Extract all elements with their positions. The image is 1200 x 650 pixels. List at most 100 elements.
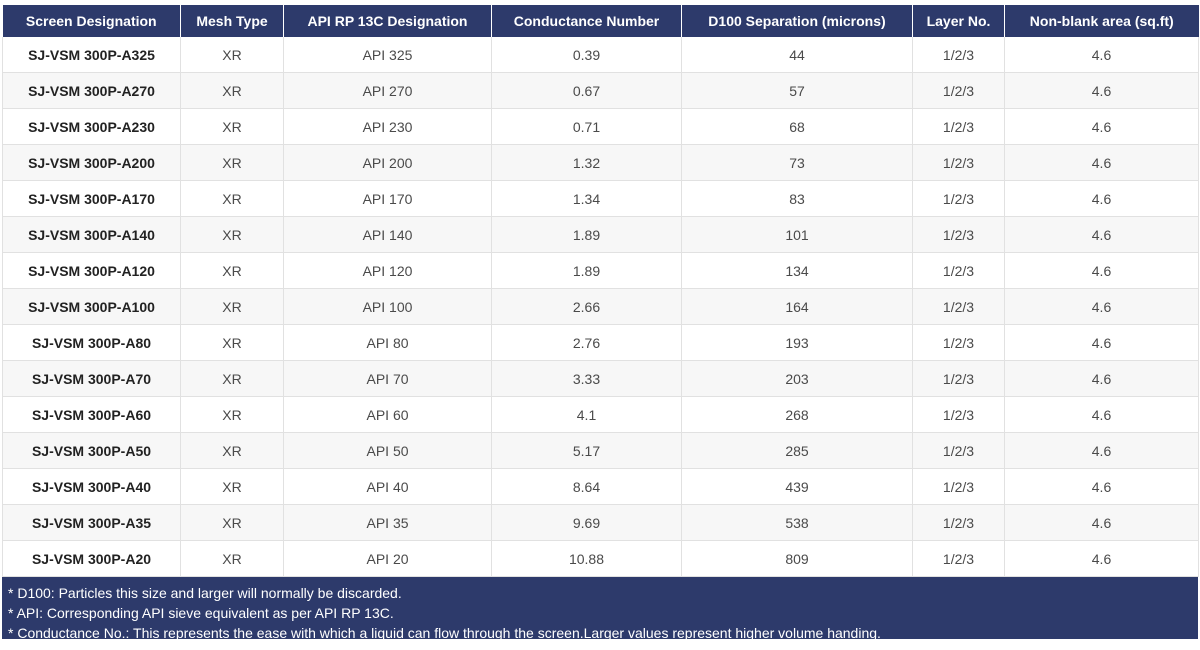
screen-designation-cell: SJ-VSM 300P-A20 [2,540,181,577]
header-d100-separation: D100 Separation (microns) [681,5,913,37]
layer-cell: 1/2/3 [912,288,1005,325]
api-designation-cell: API 20 [283,540,492,577]
non-blank-area-cell: 4.6 [1004,288,1199,325]
api-designation-cell: API 100 [283,288,492,325]
conductance-cell: 2.66 [491,288,682,325]
d100-cell: 83 [681,180,913,217]
layer-cell: 1/2/3 [912,216,1005,253]
d100-cell: 268 [681,396,913,433]
screen-designation-cell: SJ-VSM 300P-A120 [2,252,181,289]
table-row: SJ-VSM 300P-A100 XR API 100 2.66 164 1/2/3 4.6 [2,288,1199,325]
layer-cell: 1/2/3 [912,144,1005,181]
api-designation-cell: API 35 [283,504,492,541]
table-row: SJ-VSM 300P-A40 XR API 40 8.64 439 1/2/3 4.6 [2,468,1199,505]
mesh-type-cell: XR [180,468,284,505]
api-designation-cell: API 170 [283,180,492,217]
api-designation-cell: API 40 [283,468,492,505]
d100-cell: 73 [681,144,913,181]
layer-cell: 1/2/3 [912,108,1005,145]
api-designation-cell: API 200 [283,144,492,181]
d100-cell: 285 [681,432,913,469]
header-layer-no: Layer No. [912,5,1005,37]
conductance-cell: 0.39 [491,37,682,73]
non-blank-area-cell: 4.6 [1004,540,1199,577]
screen-designation-cell: SJ-VSM 300P-A230 [2,108,181,145]
api-designation-cell: API 70 [283,360,492,397]
header-non-blank-area: Non-blank area (sq.ft) [1004,5,1199,37]
api-designation-cell: API 325 [283,37,492,73]
layer-cell: 1/2/3 [912,252,1005,289]
table-row: SJ-VSM 300P-A120 XR API 120 1.89 134 1/2/3 4.6 [2,252,1199,289]
conductance-cell: 1.32 [491,144,682,181]
screen-designation-cell: SJ-VSM 300P-A70 [2,360,181,397]
api-designation-cell: API 120 [283,252,492,289]
footnote-line: * API: Corresponding API sieve equivalen… [8,605,394,621]
conductance-cell: 0.71 [491,108,682,145]
conductance-cell: 10.88 [491,540,682,577]
table-header: Screen Designation Mesh Type API RP 13C … [2,5,1199,37]
d100-cell: 193 [681,324,913,361]
mesh-type-cell: XR [180,288,284,325]
non-blank-area-cell: 4.6 [1004,396,1199,433]
spec-table-container: Screen Designation Mesh Type API RP 13C … [2,5,1199,641]
conductance-cell: 9.69 [491,504,682,541]
mesh-type-cell: XR [180,252,284,289]
screen-designation-cell: SJ-VSM 300P-A35 [2,504,181,541]
non-blank-area-cell: 4.6 [1004,37,1199,73]
layer-cell: 1/2/3 [912,540,1005,577]
d100-cell: 439 [681,468,913,505]
non-blank-area-cell: 4.6 [1004,252,1199,289]
d100-cell: 134 [681,252,913,289]
layer-cell: 1/2/3 [912,504,1005,541]
d100-cell: 44 [681,37,913,73]
mesh-type-cell: XR [180,108,284,145]
d100-cell: 101 [681,216,913,253]
screen-designation-cell: SJ-VSM 300P-A50 [2,432,181,469]
screen-designation-cell: SJ-VSM 300P-A200 [2,144,181,181]
api-designation-cell: API 50 [283,432,492,469]
footnotes-panel: * D100: Particles this size and larger w… [2,577,1198,641]
table-body: SJ-VSM 300P-A325 XR API 325 0.39 44 1/2/3 4.6 S… [2,37,1199,577]
non-blank-area-cell: 4.6 [1004,180,1199,217]
table-row: SJ-VSM 300P-A140 XR API 140 1.89 101 1/2/3 4.6 [2,216,1199,253]
non-blank-area-cell: 4.6 [1004,216,1199,253]
conductance-cell: 4.1 [491,396,682,433]
layer-cell: 1/2/3 [912,468,1005,505]
screen-designation-cell: SJ-VSM 300P-A80 [2,324,181,361]
api-designation-cell: API 230 [283,108,492,145]
api-designation-cell: API 60 [283,396,492,433]
d100-cell: 203 [681,360,913,397]
footnote-line: * D100: Particles this size and larger w… [8,585,402,601]
footnote-line: * Conductance No.: This represents the e… [8,625,881,641]
screen-designation-cell: SJ-VSM 300P-A40 [2,468,181,505]
screen-designation-cell: SJ-VSM 300P-A60 [2,396,181,433]
mesh-type-cell: XR [180,432,284,469]
mesh-type-cell: XR [180,540,284,577]
screen-designation-cell: SJ-VSM 300P-A325 [2,37,181,73]
layer-cell: 1/2/3 [912,324,1005,361]
mesh-type-cell: XR [180,216,284,253]
screen-designation-cell: SJ-VSM 300P-A270 [2,72,181,109]
header-screen-designation: Screen Designation [2,5,181,37]
non-blank-area-cell: 4.6 [1004,144,1199,181]
mesh-type-cell: XR [180,180,284,217]
header-mesh-type: Mesh Type [180,5,284,37]
table-row: SJ-VSM 300P-A270 XR API 270 0.67 57 1/2/3 4.6 [2,72,1199,109]
layer-cell: 1/2/3 [912,360,1005,397]
table-row: SJ-VSM 300P-A80 XR API 80 2.76 193 1/2/3 4.6 [2,324,1199,361]
d100-cell: 809 [681,540,913,577]
d100-cell: 538 [681,504,913,541]
conductance-cell: 2.76 [491,324,682,361]
screen-designation-cell: SJ-VSM 300P-A100 [2,288,181,325]
layer-cell: 1/2/3 [912,432,1005,469]
mesh-type-cell: XR [180,360,284,397]
conductance-cell: 3.33 [491,360,682,397]
table-row: SJ-VSM 300P-A170 XR API 170 1.34 83 1/2/3 4.6 [2,180,1199,217]
d100-cell: 57 [681,72,913,109]
non-blank-area-cell: 4.6 [1004,72,1199,109]
table-row: SJ-VSM 300P-A200 XR API 200 1.32 73 1/2/3 4.6 [2,144,1199,181]
api-designation-cell: API 270 [283,72,492,109]
non-blank-area-cell: 4.6 [1004,468,1199,505]
conductance-cell: 1.89 [491,252,682,289]
layer-cell: 1/2/3 [912,180,1005,217]
